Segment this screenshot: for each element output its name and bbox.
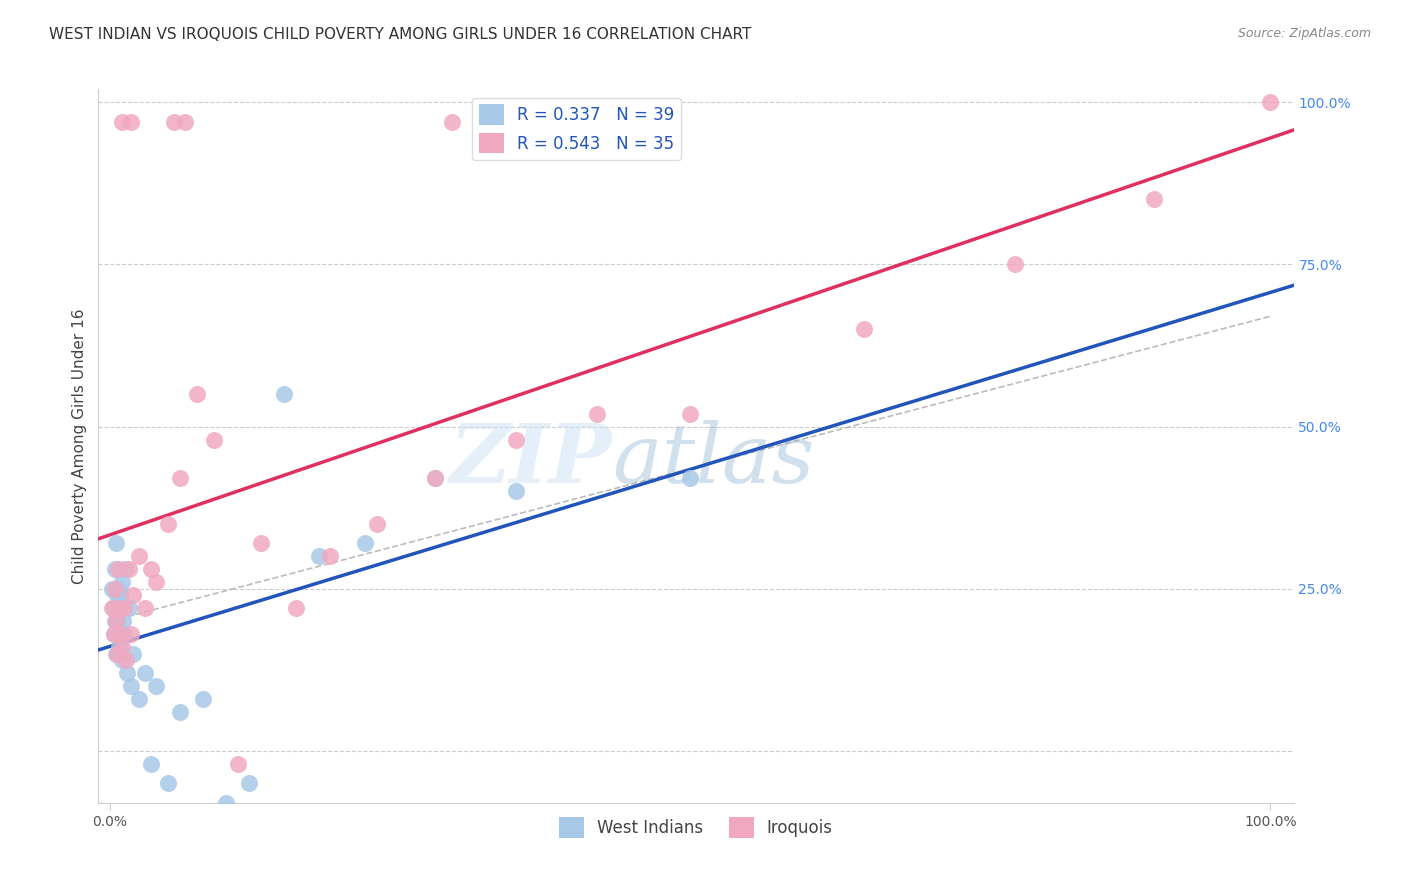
Point [103,627,125,641]
Point [134,601,156,615]
Point [117,601,139,615]
Point [122,588,145,602]
Point [108,601,131,615]
Point [215,796,238,810]
Point [1143,193,1166,207]
Point [470,114,492,128]
Point [139,562,162,576]
Point [128,692,150,706]
Point [111,575,134,590]
Point [101,582,124,596]
Point [111,114,134,128]
Point [1258,95,1281,110]
Point [505,484,527,499]
Point [423,471,446,485]
Point [120,627,142,641]
Point [145,679,167,693]
Point [169,705,191,719]
Point [319,549,342,564]
Point [423,471,446,485]
Text: Source: ZipAtlas.com: Source: ZipAtlas.com [1237,27,1371,40]
Point [169,471,191,485]
Point [120,114,142,128]
Point [204,433,226,447]
Point [186,387,208,401]
Legend: West Indians, Iroquois: West Indians, Iroquois [553,811,839,845]
Point [273,387,295,401]
Point [586,407,609,421]
Point [441,114,464,128]
Text: ZIP: ZIP [450,420,613,500]
Point [354,536,377,550]
Point [120,679,142,693]
Point [104,562,127,576]
Point [505,433,527,447]
Point [105,588,128,602]
Point [103,627,125,641]
Point [105,647,128,661]
Point [104,614,127,628]
Point [112,627,135,641]
Point [1004,257,1026,271]
Point [107,601,129,615]
Text: WEST INDIAN VS IROQUOIS CHILD POVERTY AMONG GIRLS UNDER 16 CORRELATION CHART: WEST INDIAN VS IROQUOIS CHILD POVERTY AM… [49,27,752,42]
Point [112,601,135,615]
Point [110,627,132,641]
Point [104,614,127,628]
Point [128,549,150,564]
Point [108,582,131,596]
Point [134,666,156,681]
Point [108,640,131,654]
Point [157,516,180,531]
Point [679,471,702,485]
Point [238,776,260,790]
Point [105,614,128,628]
Point [157,776,180,790]
Point [226,756,249,771]
Point [139,756,162,771]
Point [853,322,876,336]
Point [308,549,330,564]
Point [110,588,132,602]
Point [104,536,127,550]
Point [115,653,138,667]
Point [122,647,145,661]
Point [117,666,139,681]
Point [107,627,129,641]
Y-axis label: Child Poverty Among Girls Under 16: Child Poverty Among Girls Under 16 [72,309,87,583]
Point [191,692,214,706]
Point [366,516,388,531]
Point [163,114,186,128]
Point [101,601,124,615]
Point [111,653,134,667]
Point [114,562,136,576]
Point [104,582,127,596]
Point [103,601,125,615]
Point [111,614,134,628]
Text: atlas: atlas [613,420,814,500]
Point [284,601,307,615]
Point [117,562,139,576]
Point [107,562,129,576]
Point [104,647,127,661]
Point [250,536,273,550]
Point [110,601,132,615]
Point [145,575,167,590]
Point [111,640,134,654]
Point [174,114,197,128]
Point [679,407,702,421]
